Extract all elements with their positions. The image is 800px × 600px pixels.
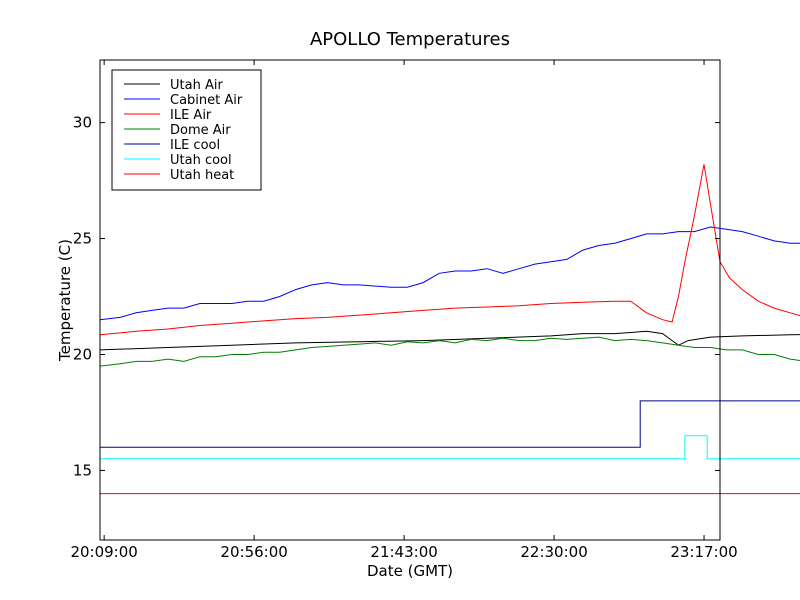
x-tick-label: 20:09:00 <box>70 543 137 561</box>
legend-label: ILE Air <box>170 108 212 123</box>
series-layer <box>99 164 800 495</box>
y-axis-label: Temperature (C) <box>56 239 74 362</box>
series-line-ile-air <box>99 164 800 336</box>
series-line-utah-air <box>99 330 800 351</box>
x-tick-label: 21:43:00 <box>370 543 437 561</box>
x-tick-label: 23:17:00 <box>670 543 737 561</box>
ticks-layer: 20:09:00 20:56:00 21:43:00 22:30:00 23:17:00… <box>70 60 738 561</box>
x-axis-label: Date (GMT) <box>367 562 453 580</box>
legend-label: Utah cool <box>170 153 232 168</box>
series-line-ile-cool <box>100 400 800 448</box>
legend-box <box>111 69 262 191</box>
legend-label: Utah heat <box>170 168 234 183</box>
series-line-dome-air <box>99 336 800 367</box>
legend-label: ILE cool <box>170 138 220 153</box>
y-tick-label: 25 <box>73 230 92 248</box>
y-tick-label: 15 <box>73 461 92 479</box>
series-line-cabinet-air <box>99 226 800 321</box>
legend-label: Utah Air <box>170 78 223 93</box>
y-tick-label: 20 <box>73 345 92 363</box>
legend-label: Dome Air <box>170 123 231 138</box>
x-tick-label: 20:56:00 <box>220 543 287 561</box>
x-tick-label: 22:30:00 <box>520 543 587 561</box>
y-tick-label: 30 <box>73 114 92 132</box>
chart-title: APOLLO Temperatures <box>310 29 510 50</box>
series-line-utah-cool <box>100 435 800 460</box>
plot-frame <box>99 59 721 541</box>
legend-label: Cabinet Air <box>170 93 243 108</box>
